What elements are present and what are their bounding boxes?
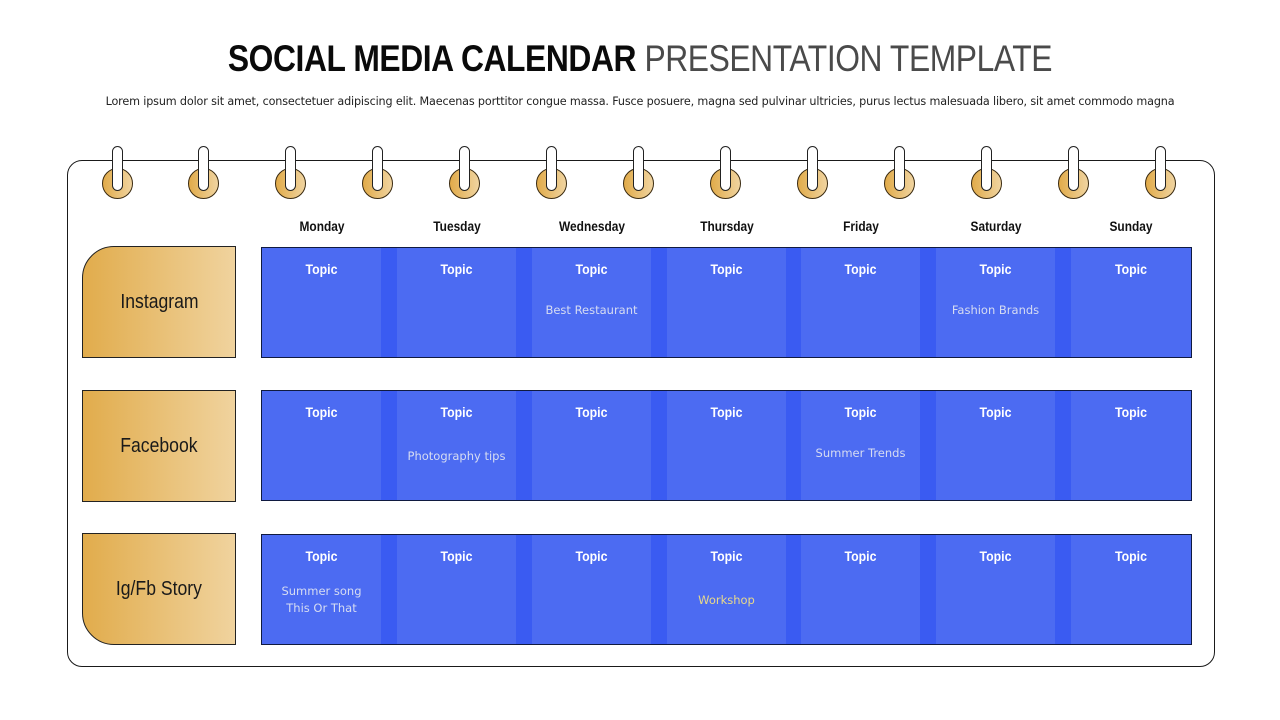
ring-pin bbox=[285, 146, 296, 191]
calendar-row: Topic Topic Topic Best Restaurant Topic Topic… bbox=[261, 247, 1192, 358]
ring-pin bbox=[981, 146, 992, 191]
calendar-cell[interactable]: Topic Fashion Brands bbox=[936, 248, 1055, 357]
cell-topic: Topic bbox=[979, 261, 1012, 277]
calendar-cell[interactable]: Topic bbox=[262, 391, 381, 500]
ring-pin bbox=[720, 146, 731, 191]
ring-pin bbox=[633, 146, 644, 191]
ring-pin bbox=[372, 146, 383, 191]
cell-topic: Topic bbox=[979, 404, 1012, 420]
title-light: PRESENTATION TEMPLATE bbox=[644, 38, 1053, 79]
cell-topic: Topic bbox=[575, 548, 608, 564]
title-bold: SOCIAL MEDIA CALENDAR bbox=[227, 38, 637, 79]
cell-topic: Topic bbox=[305, 404, 338, 420]
day-header-saturday: Saturday bbox=[970, 218, 1022, 234]
binder-ring-icon bbox=[971, 146, 1003, 200]
platform-name: Ig/Fb Story bbox=[115, 577, 203, 600]
calendar-cell[interactable]: Topic Photography tips bbox=[397, 391, 516, 500]
binder-ring-icon bbox=[449, 146, 481, 200]
ring-pin bbox=[894, 146, 905, 191]
calendar-cell[interactable]: Topic bbox=[397, 535, 516, 644]
cell-note: Workshop bbox=[698, 593, 755, 607]
calendar-cell[interactable]: Topic Best Restaurant bbox=[532, 248, 651, 357]
ring-pin bbox=[198, 146, 209, 191]
ring-pin bbox=[546, 146, 557, 191]
calendar-cell[interactable]: Topic Workshop bbox=[667, 535, 786, 644]
cell-note: Best Restaurant bbox=[545, 303, 638, 317]
subtitle: Lorem ipsum dolor sit amet, consectetuer… bbox=[105, 95, 1175, 108]
binder-ring-icon bbox=[102, 146, 134, 200]
calendar-cell[interactable]: Topic bbox=[801, 248, 920, 357]
cell-topic: Topic bbox=[440, 548, 473, 564]
cell-topic: Topic bbox=[710, 261, 743, 277]
binder-ring-icon bbox=[362, 146, 394, 200]
ring-pin bbox=[807, 146, 818, 191]
binder-ring-icon bbox=[623, 146, 655, 200]
day-header-thursday: Thursday bbox=[700, 218, 754, 234]
cell-topic: Topic bbox=[710, 404, 743, 420]
calendar-cell[interactable]: Topic bbox=[936, 391, 1055, 500]
cell-note: Fashion Brands bbox=[951, 303, 1040, 317]
platform-label-facebook: Facebook bbox=[82, 390, 236, 502]
binder-ring-icon bbox=[797, 146, 829, 200]
binder-ring-icon bbox=[884, 146, 916, 200]
day-header-sunday: Sunday bbox=[1109, 218, 1153, 234]
cell-topic: Topic bbox=[440, 404, 473, 420]
binder-ring-icon bbox=[188, 146, 220, 200]
platform-label-instagram: Instagram bbox=[82, 246, 236, 358]
cell-topic: Topic bbox=[1115, 548, 1147, 564]
cell-topic: Topic bbox=[440, 261, 473, 277]
cell-topic: Topic bbox=[844, 404, 877, 420]
ring-pin bbox=[459, 146, 470, 191]
calendar-row: Topic Summer song This Or That Topic Topic T… bbox=[261, 534, 1192, 645]
calendar-row: Topic Topic Photography tips Topic Topic Topi… bbox=[261, 390, 1192, 501]
ring-pin bbox=[1155, 146, 1166, 191]
ring-pin bbox=[112, 146, 123, 191]
calendar-cell[interactable]: Topic bbox=[667, 248, 786, 357]
binder-ring-icon bbox=[1145, 146, 1177, 200]
cell-note: Summer Trends bbox=[815, 446, 906, 460]
calendar-cell[interactable]: Topic bbox=[262, 248, 381, 357]
cell-topic: Topic bbox=[305, 261, 338, 277]
calendar-cell[interactable]: Topic bbox=[667, 391, 786, 500]
cell-topic: Topic bbox=[575, 404, 608, 420]
platform-name: Facebook bbox=[120, 434, 198, 457]
day-header-wednesday: Wednesday bbox=[559, 218, 625, 234]
cell-topic: Topic bbox=[844, 261, 877, 277]
calendar-cell[interactable]: Topic bbox=[397, 248, 516, 357]
calendar-cell[interactable]: Topic bbox=[1071, 391, 1191, 500]
day-header-monday: Monday bbox=[299, 218, 345, 234]
cell-topic: Topic bbox=[979, 548, 1012, 564]
calendar-cell[interactable]: Topic Summer Trends bbox=[801, 391, 920, 500]
calendar-cell[interactable]: Topic bbox=[532, 535, 651, 644]
cell-note: Summer song This Or That bbox=[281, 584, 362, 615]
cell-topic: Topic bbox=[710, 548, 743, 564]
cell-note: Photography tips bbox=[407, 449, 506, 463]
cell-topic: Topic bbox=[305, 548, 338, 564]
cell-topic: Topic bbox=[1115, 404, 1147, 420]
binder-ring-icon bbox=[710, 146, 742, 200]
calendar-cell[interactable]: Topic bbox=[1071, 248, 1191, 357]
page-title: SOCIAL MEDIA CALENDAR PRESENTATION TEMPL… bbox=[90, 38, 1191, 80]
day-header-friday: Friday bbox=[843, 218, 879, 234]
cell-topic: Topic bbox=[844, 548, 877, 564]
calendar-cell[interactable]: Topic bbox=[532, 391, 651, 500]
calendar-cell[interactable]: Topic bbox=[936, 535, 1055, 644]
binder-ring-icon bbox=[1058, 146, 1090, 200]
platform-label-ig-fb-story: Ig/Fb Story bbox=[82, 533, 236, 645]
calendar-cell[interactable]: Topic bbox=[1071, 535, 1191, 644]
calendar-cell[interactable]: Topic Summer song This Or That bbox=[262, 535, 381, 644]
cell-topic: Topic bbox=[575, 261, 608, 277]
binder-ring-icon bbox=[275, 146, 307, 200]
calendar-cell[interactable]: Topic bbox=[801, 535, 920, 644]
platform-name: Instagram bbox=[119, 290, 199, 313]
cell-topic: Topic bbox=[1115, 261, 1147, 277]
binder-ring-icon bbox=[536, 146, 568, 200]
ring-pin bbox=[1068, 146, 1079, 191]
day-header-tuesday: Tuesday bbox=[433, 218, 481, 234]
